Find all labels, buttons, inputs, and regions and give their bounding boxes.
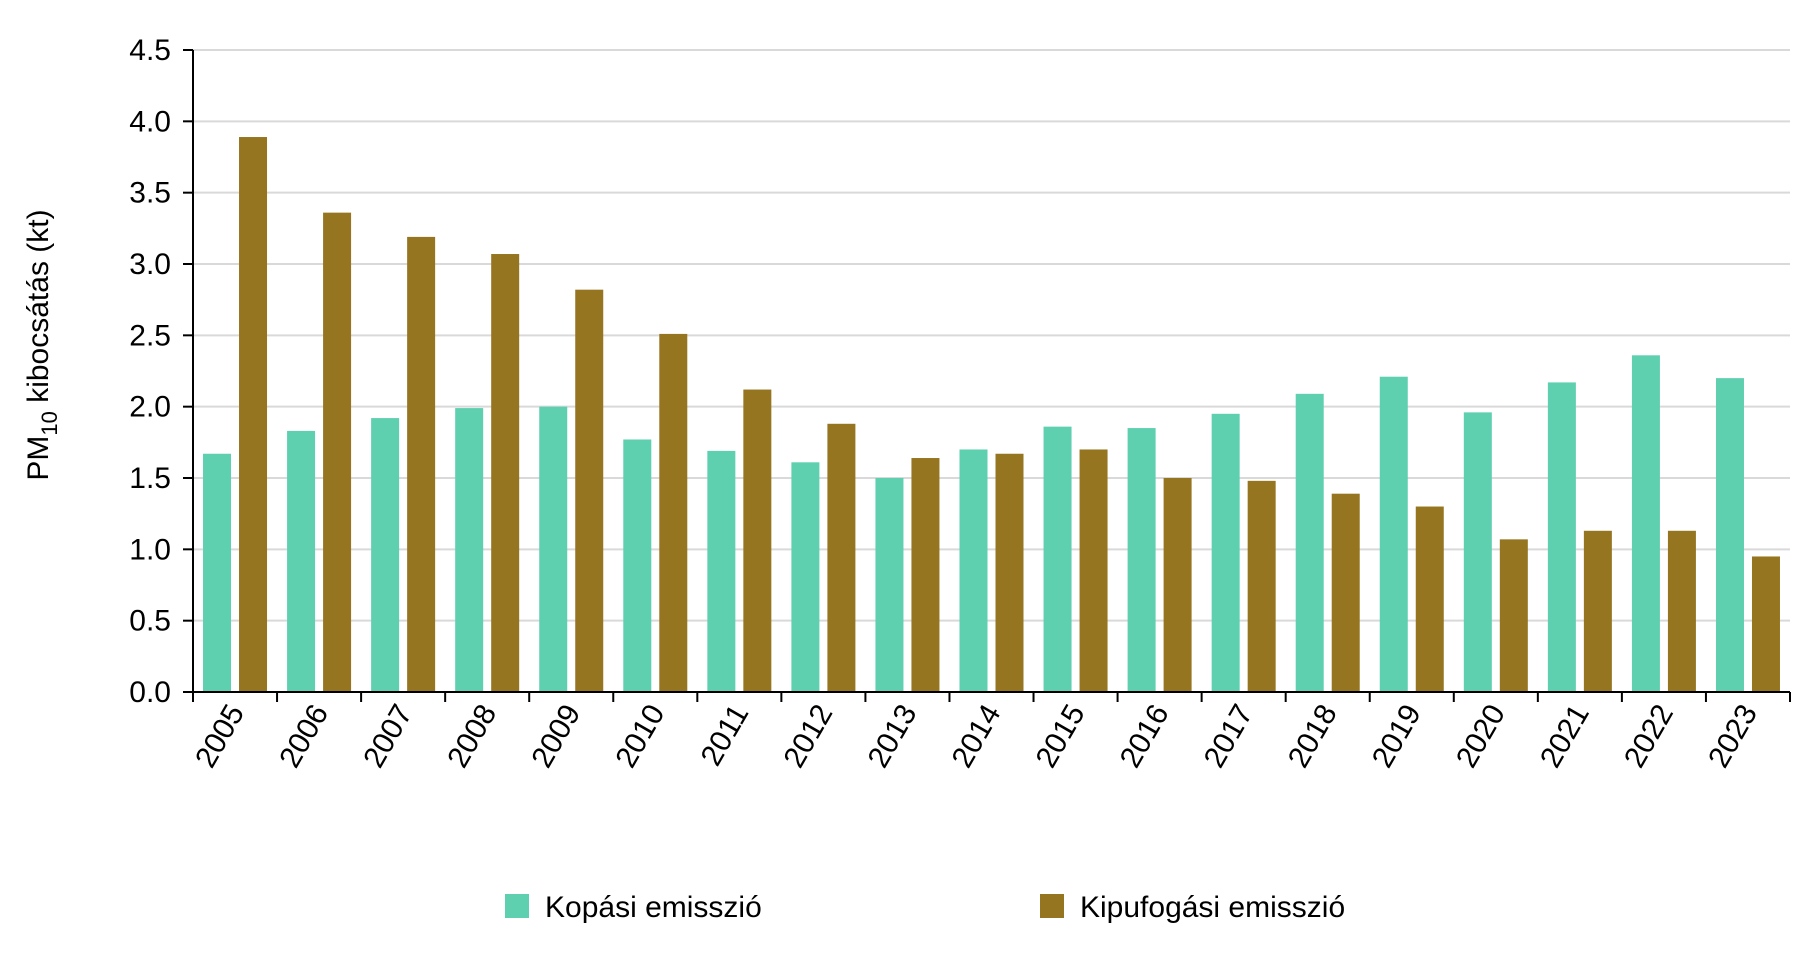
bar-kipufogasi-2018 — [1331, 493, 1360, 692]
bar-kopasi-2023 — [1715, 378, 1744, 692]
bar-kipufogasi-2008 — [491, 254, 520, 692]
bar-kipufogasi-2023 — [1751, 556, 1780, 692]
bar-kopasi-2006 — [287, 430, 316, 692]
legend-label: Kopási emisszió — [545, 891, 762, 924]
bar-kipufogasi-2005 — [239, 137, 268, 692]
bar-kopasi-2015 — [1043, 426, 1072, 692]
y-tick-label: 4.0 — [129, 105, 171, 138]
bar-kipufogasi-2010 — [659, 333, 688, 692]
bar-kipufogasi-2017 — [1247, 480, 1276, 692]
bar-kipufogasi-2019 — [1415, 506, 1444, 692]
bar-kipufogasi-2007 — [407, 236, 436, 693]
bar-kopasi-2017 — [1211, 413, 1240, 692]
bar-kopasi-2013 — [875, 478, 904, 692]
bar-kopasi-2020 — [1463, 412, 1492, 692]
x-tick-label: 2011 — [695, 699, 756, 771]
legend: Kopási emisszió Kipufogási emisszió — [505, 891, 1345, 924]
x-tick-label: 2018 — [1282, 699, 1344, 773]
bar-kopasi-2016 — [1127, 428, 1156, 692]
bar-kopasi-2009 — [539, 406, 568, 692]
bar-kopasi-2022 — [1631, 355, 1660, 692]
bar-kipufogasi-2011 — [743, 389, 772, 692]
x-tick-label: 2016 — [1114, 699, 1176, 773]
legend-swatch — [505, 894, 529, 918]
bar-kipufogasi-2009 — [575, 289, 604, 692]
x-tick-label: 2005 — [189, 699, 251, 773]
bar-kopasi-2014 — [959, 449, 988, 692]
y-tick-label: 2.5 — [129, 319, 171, 352]
y-axis-title-suffix: kibocsátás (kt) — [22, 209, 55, 411]
x-tick-label: 2015 — [1030, 699, 1092, 773]
bar-kopasi-2012 — [791, 462, 820, 692]
x-tick-label: 2012 — [778, 699, 840, 773]
legend-label: Kipufogási emisszió — [1080, 891, 1345, 924]
y-tick-label: 2.0 — [129, 391, 171, 424]
bar-kipufogasi-2015 — [1079, 449, 1108, 692]
y-axis-title-subscript: 10 — [37, 411, 62, 435]
x-tick-label: 2023 — [1702, 699, 1764, 773]
bar-kopasi-2011 — [707, 450, 736, 692]
y-tick-label: 3.5 — [129, 177, 171, 210]
x-tick-label: 2008 — [441, 699, 503, 773]
y-axis-title: PM10 kibocsátás (kt) — [22, 209, 62, 480]
y-tick-label: 0.0 — [129, 676, 171, 709]
x-tick-label: 2010 — [609, 699, 671, 773]
x-tick-label: 2022 — [1618, 699, 1680, 773]
bar-kopasi-2021 — [1547, 382, 1576, 692]
x-tick-label: 2013 — [862, 699, 924, 773]
bar-kipufogasi-2012 — [827, 423, 856, 692]
x-tick-label: 2019 — [1366, 699, 1428, 773]
y-tick-label: 1.5 — [129, 462, 171, 495]
bar-kopasi-2010 — [623, 439, 652, 692]
x-tick-label: 2014 — [946, 699, 1008, 773]
x-tick-label: 2009 — [525, 699, 587, 773]
y-tick-label: 1.0 — [129, 533, 171, 566]
bar-kopasi-2007 — [371, 418, 400, 692]
y-axis-title-prefix: PM — [22, 436, 55, 481]
bar-kipufogasi-2016 — [1163, 478, 1192, 692]
bar-kipufogasi-2014 — [995, 453, 1024, 692]
x-tick-label: 2007 — [357, 699, 419, 773]
x-tick-labels: 2005 2006 2007 2008 2009 2010 2011 2012 2013 2014… — [189, 699, 1764, 773]
y-tick-label: 4.5 — [129, 34, 171, 67]
x-tick-label: 2020 — [1450, 699, 1512, 773]
x-tick-label: 2006 — [273, 699, 335, 773]
x-tick-label: 2021 — [1534, 699, 1596, 773]
bar-kopasi-2018 — [1295, 393, 1324, 692]
bar-area — [203, 137, 1780, 693]
y-tick-label: 0.5 — [129, 605, 171, 638]
legend-swatch — [1040, 894, 1064, 918]
bar-kipufogasi-2006 — [323, 212, 352, 692]
bar-kipufogasi-2021 — [1583, 530, 1612, 692]
axes — [183, 49, 1791, 702]
bar-kipufogasi-2013 — [911, 458, 940, 692]
y-tick-labels: 0.0 0.5 1.0 1.5 2.0 2.5 3.0 3.5 4.0 4.5 — [129, 34, 171, 709]
bar-kopasi-2019 — [1379, 376, 1408, 692]
bar-kipufogasi-2020 — [1499, 539, 1528, 692]
x-tick-label: 2017 — [1198, 699, 1260, 773]
y-tick-label: 3.0 — [129, 248, 171, 281]
bar-kipufogasi-2022 — [1667, 530, 1696, 692]
bar-kopasi-2005 — [203, 453, 232, 692]
bar-kopasi-2008 — [455, 408, 484, 692]
